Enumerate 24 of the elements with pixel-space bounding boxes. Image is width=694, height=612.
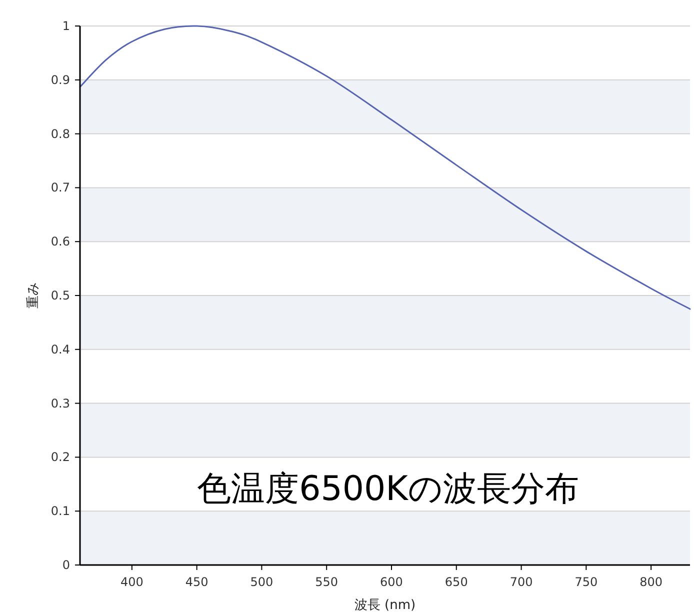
line-series: [79, 25, 691, 310]
y-tick-label: 1: [62, 19, 70, 33]
y-tick-label: 0.2: [50, 450, 70, 464]
x-tick-label: 650: [444, 575, 468, 589]
y-axis-title: 重み: [26, 282, 41, 308]
y-tick-label: 0.3: [50, 396, 70, 410]
x-tick-label: 800: [640, 575, 663, 589]
y-tick-label: 0.8: [50, 126, 70, 141]
y-tick-label: 0.1: [50, 504, 70, 518]
x-tick-label: 700: [510, 575, 533, 589]
x-tick-label: 400: [120, 575, 144, 589]
x-tick-label: 750: [574, 575, 598, 589]
x-tick-label: 600: [380, 575, 403, 589]
x-tick-label: 500: [250, 575, 274, 589]
x-axis-title: 波長 (nm): [354, 598, 416, 612]
x-tick-label: 550: [315, 575, 338, 589]
y-tick-label: 0.9: [50, 72, 70, 87]
y-tick-label: 0.7: [50, 180, 70, 195]
text: 色温度6500Kの波長分布: [197, 469, 579, 509]
y-tick-label: 0.6: [50, 234, 70, 249]
y-tick-label: 0: [62, 558, 70, 572]
y-tick-label: 0.5: [50, 288, 70, 302]
y-tick-label: 0.4: [50, 342, 70, 356]
x-tick-label: 450: [185, 575, 208, 589]
